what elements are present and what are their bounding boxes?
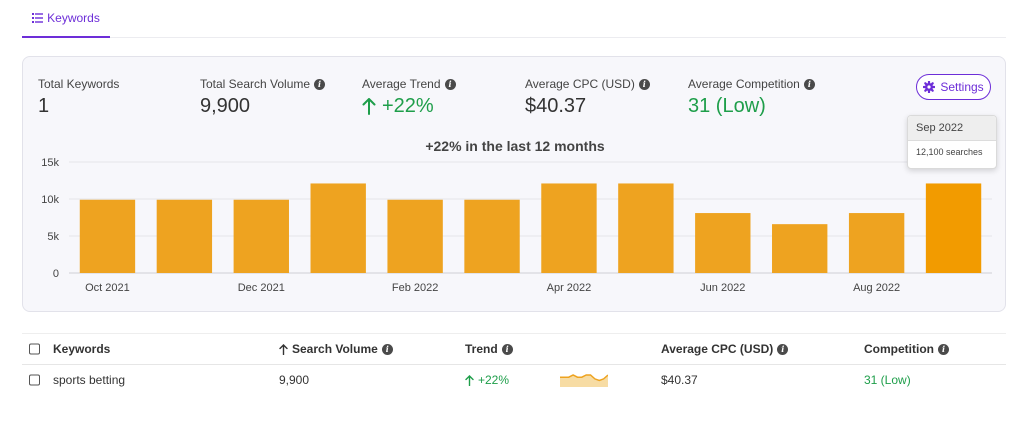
info-icon[interactable]: i <box>638 78 650 90</box>
x-tick-label: Aug 2022 <box>853 282 900 294</box>
select-all-checkbox[interactable] <box>29 343 40 355</box>
arrow-up-icon <box>465 374 474 386</box>
sparkline-line <box>560 374 608 382</box>
tab-keywords[interactable]: Keywords <box>22 0 110 38</box>
column-label: Competition <box>864 342 934 356</box>
column-label: Trend <box>465 342 498 356</box>
x-tick-label: Oct 2021 <box>85 282 130 294</box>
chart-title: +22% in the last 12 months <box>425 138 605 154</box>
cell-competition: 31 (Low) <box>864 373 911 387</box>
table-header: Keywords Search Volume i Trend i Average C… <box>22 333 1006 365</box>
sparkline-area <box>560 375 608 387</box>
tooltip-text: 12,100 searches <box>916 147 983 157</box>
column-label: Keywords <box>53 342 111 356</box>
bar <box>387 199 443 273</box>
metric-label: Average CPC (USD) <box>525 77 635 91</box>
keyword-summary-panel: 0 5k 10k 15k Oct 2021 Dec 2021 Feb 2022 Apr 202… <box>22 56 1006 312</box>
info-icon[interactable]: i <box>803 78 815 90</box>
chart-tooltip: Sep 2022 12,100 searches <box>907 115 997 169</box>
info-icon[interactable]: i <box>444 78 456 90</box>
x-tick-label: Apr 2022 <box>547 282 592 294</box>
tab-bar: Keywords <box>22 0 1006 38</box>
row-checkbox[interactable] <box>29 374 40 386</box>
column-header-search-volume[interactable]: Search Volume i <box>279 334 393 364</box>
metric-value: +22% <box>382 95 434 117</box>
metric-label: Average Trend <box>362 77 441 91</box>
bar <box>618 183 674 273</box>
metric-average-competition: Average Competition i 31 (Low) <box>688 77 815 118</box>
column-label: Average CPC (USD) <box>661 342 774 356</box>
info-icon[interactable]: i <box>938 343 949 355</box>
cell-average-cpc: $40.37 <box>661 373 698 387</box>
bar <box>541 183 597 273</box>
y-tick-label: 5k <box>47 231 59 243</box>
bar <box>156 199 213 273</box>
metric-label: Average Competition <box>688 77 800 91</box>
settings-label: Settings <box>940 80 984 94</box>
bar <box>310 183 366 273</box>
column-label: Search Volume <box>292 342 378 356</box>
table-row: sports betting 9,900 +22% $40.37 31 (Low… <box>22 364 1006 396</box>
metric-total-keywords: Total Keywords 1 <box>38 77 119 118</box>
metric-value: 1 <box>38 95 50 117</box>
y-tick-label: 15k <box>41 157 59 169</box>
bar <box>464 199 520 273</box>
bar <box>233 199 289 273</box>
metric-label: Total Keywords <box>38 77 120 91</box>
cell-trend: +22% <box>465 364 509 396</box>
x-tick-label: Dec 2021 <box>238 282 285 294</box>
metric-average-trend: Average Trend i +22% <box>362 77 456 118</box>
bar <box>925 183 982 273</box>
metric-value: 31 (Low) <box>688 95 766 117</box>
column-header-keywords[interactable]: Keywords <box>53 334 110 364</box>
cell-keyword[interactable]: sports betting <box>53 373 126 387</box>
info-icon[interactable]: i <box>314 78 326 90</box>
bar <box>695 213 751 273</box>
info-icon[interactable]: i <box>501 343 513 355</box>
sort-arrow-up-icon <box>279 343 288 355</box>
list-icon <box>32 13 44 23</box>
cell-search-volume: 9,900 <box>279 373 310 387</box>
tooltip-title: Sep 2022 <box>908 116 996 141</box>
bar <box>772 224 828 273</box>
trend-value: +22% <box>478 373 510 387</box>
info-icon[interactable]: i <box>381 343 393 355</box>
column-header-average-cpc[interactable]: Average CPC (USD) i <box>661 334 789 364</box>
y-tick-label: 10k <box>41 194 59 206</box>
trend-sparkline-icon <box>560 374 608 387</box>
trend-chart: 0 5k 10k 15k Oct 2021 Dec 2021 Feb 2022 Apr 202… <box>41 157 992 294</box>
sparkline <box>560 364 608 396</box>
bar <box>848 213 905 273</box>
metric-label: Total Search Volume <box>200 77 311 91</box>
metric-value: $40.37 <box>525 95 587 117</box>
arrow-up-icon <box>362 98 376 115</box>
settings-button[interactable]: Settings <box>916 74 991 100</box>
column-header-trend[interactable]: Trend i <box>465 334 513 364</box>
tab-keywords-label: Keywords <box>47 11 100 25</box>
column-header-competition[interactable]: Competition i <box>864 334 949 364</box>
metric-value: 9,900 <box>200 95 251 117</box>
metric-average-cpc: Average CPC (USD) i $40.37 <box>525 77 650 118</box>
y-tick-label: 0 <box>53 268 59 280</box>
gear-icon <box>923 81 936 93</box>
x-tick-label: Jun 2022 <box>700 282 745 294</box>
info-icon[interactable]: i <box>777 343 789 355</box>
x-tick-label: Feb 2022 <box>392 282 438 294</box>
metric-total-search-volume: Total Search Volume i 9,900 <box>200 77 326 118</box>
bar <box>79 199 136 273</box>
